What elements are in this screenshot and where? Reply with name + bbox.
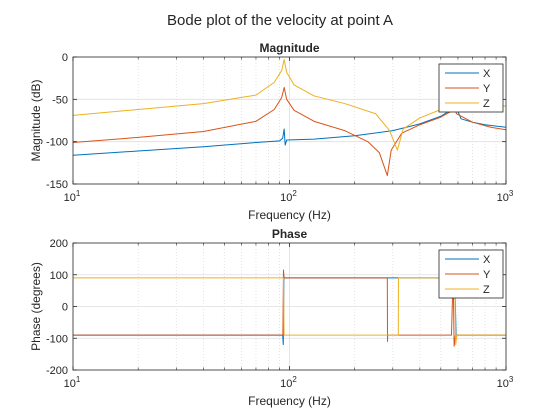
phase-series-line-z	[73, 277, 506, 346]
magnitude-legend-label-y: Y	[483, 83, 491, 95]
magnitude-legend-label-x: X	[483, 68, 491, 80]
phase-legend-label-z: Z	[483, 284, 490, 296]
magnitude-y-tick-label: -50	[52, 94, 68, 106]
phase-legend-label-x: X	[483, 254, 491, 266]
phase-y-tick-label: -100	[46, 333, 68, 345]
phase-legend-label-y: Y	[483, 269, 491, 281]
phase-x-tick-label: 102	[280, 375, 297, 390]
magnitude-x-tick-label: 103	[497, 189, 514, 204]
magnitude-y-axis-label: Magnitude (dB)	[29, 79, 43, 161]
phase-y-axis-label: Phase (degrees)	[29, 262, 43, 351]
phase-x-tick-label: 103	[497, 375, 514, 390]
magnitude-y-tick-label: -150	[46, 179, 68, 191]
magnitude-title: Magnitude	[260, 41, 320, 55]
magnitude-legend: XYZ	[438, 63, 504, 113]
magnitude-y-tick-label: -100	[46, 137, 68, 149]
phase-y-tick-label: 100	[50, 270, 68, 282]
phase-x-axis-label: Frequency (Hz)	[248, 394, 331, 408]
magnitude-legend-label-z: Z	[483, 98, 490, 110]
magnitude-x-tick-label: 102	[280, 189, 297, 204]
phase-y-tick-label: 200	[50, 238, 68, 250]
magnitude-x-axis-label: Frequency (Hz)	[248, 208, 331, 222]
phase-y-tick-label: 0	[62, 302, 68, 314]
magnitude-x-tick-label: 101	[64, 189, 81, 204]
phase-x-tick-label: 101	[64, 375, 81, 390]
magnitude-y-tick-label: 0	[62, 52, 68, 64]
figure-title: Bode plot of the velocity at point A	[167, 12, 393, 29]
phase-y-tick-label: -200	[46, 365, 68, 377]
phase-title: Phase	[272, 227, 308, 241]
phase-legend: XYZ	[438, 249, 504, 299]
